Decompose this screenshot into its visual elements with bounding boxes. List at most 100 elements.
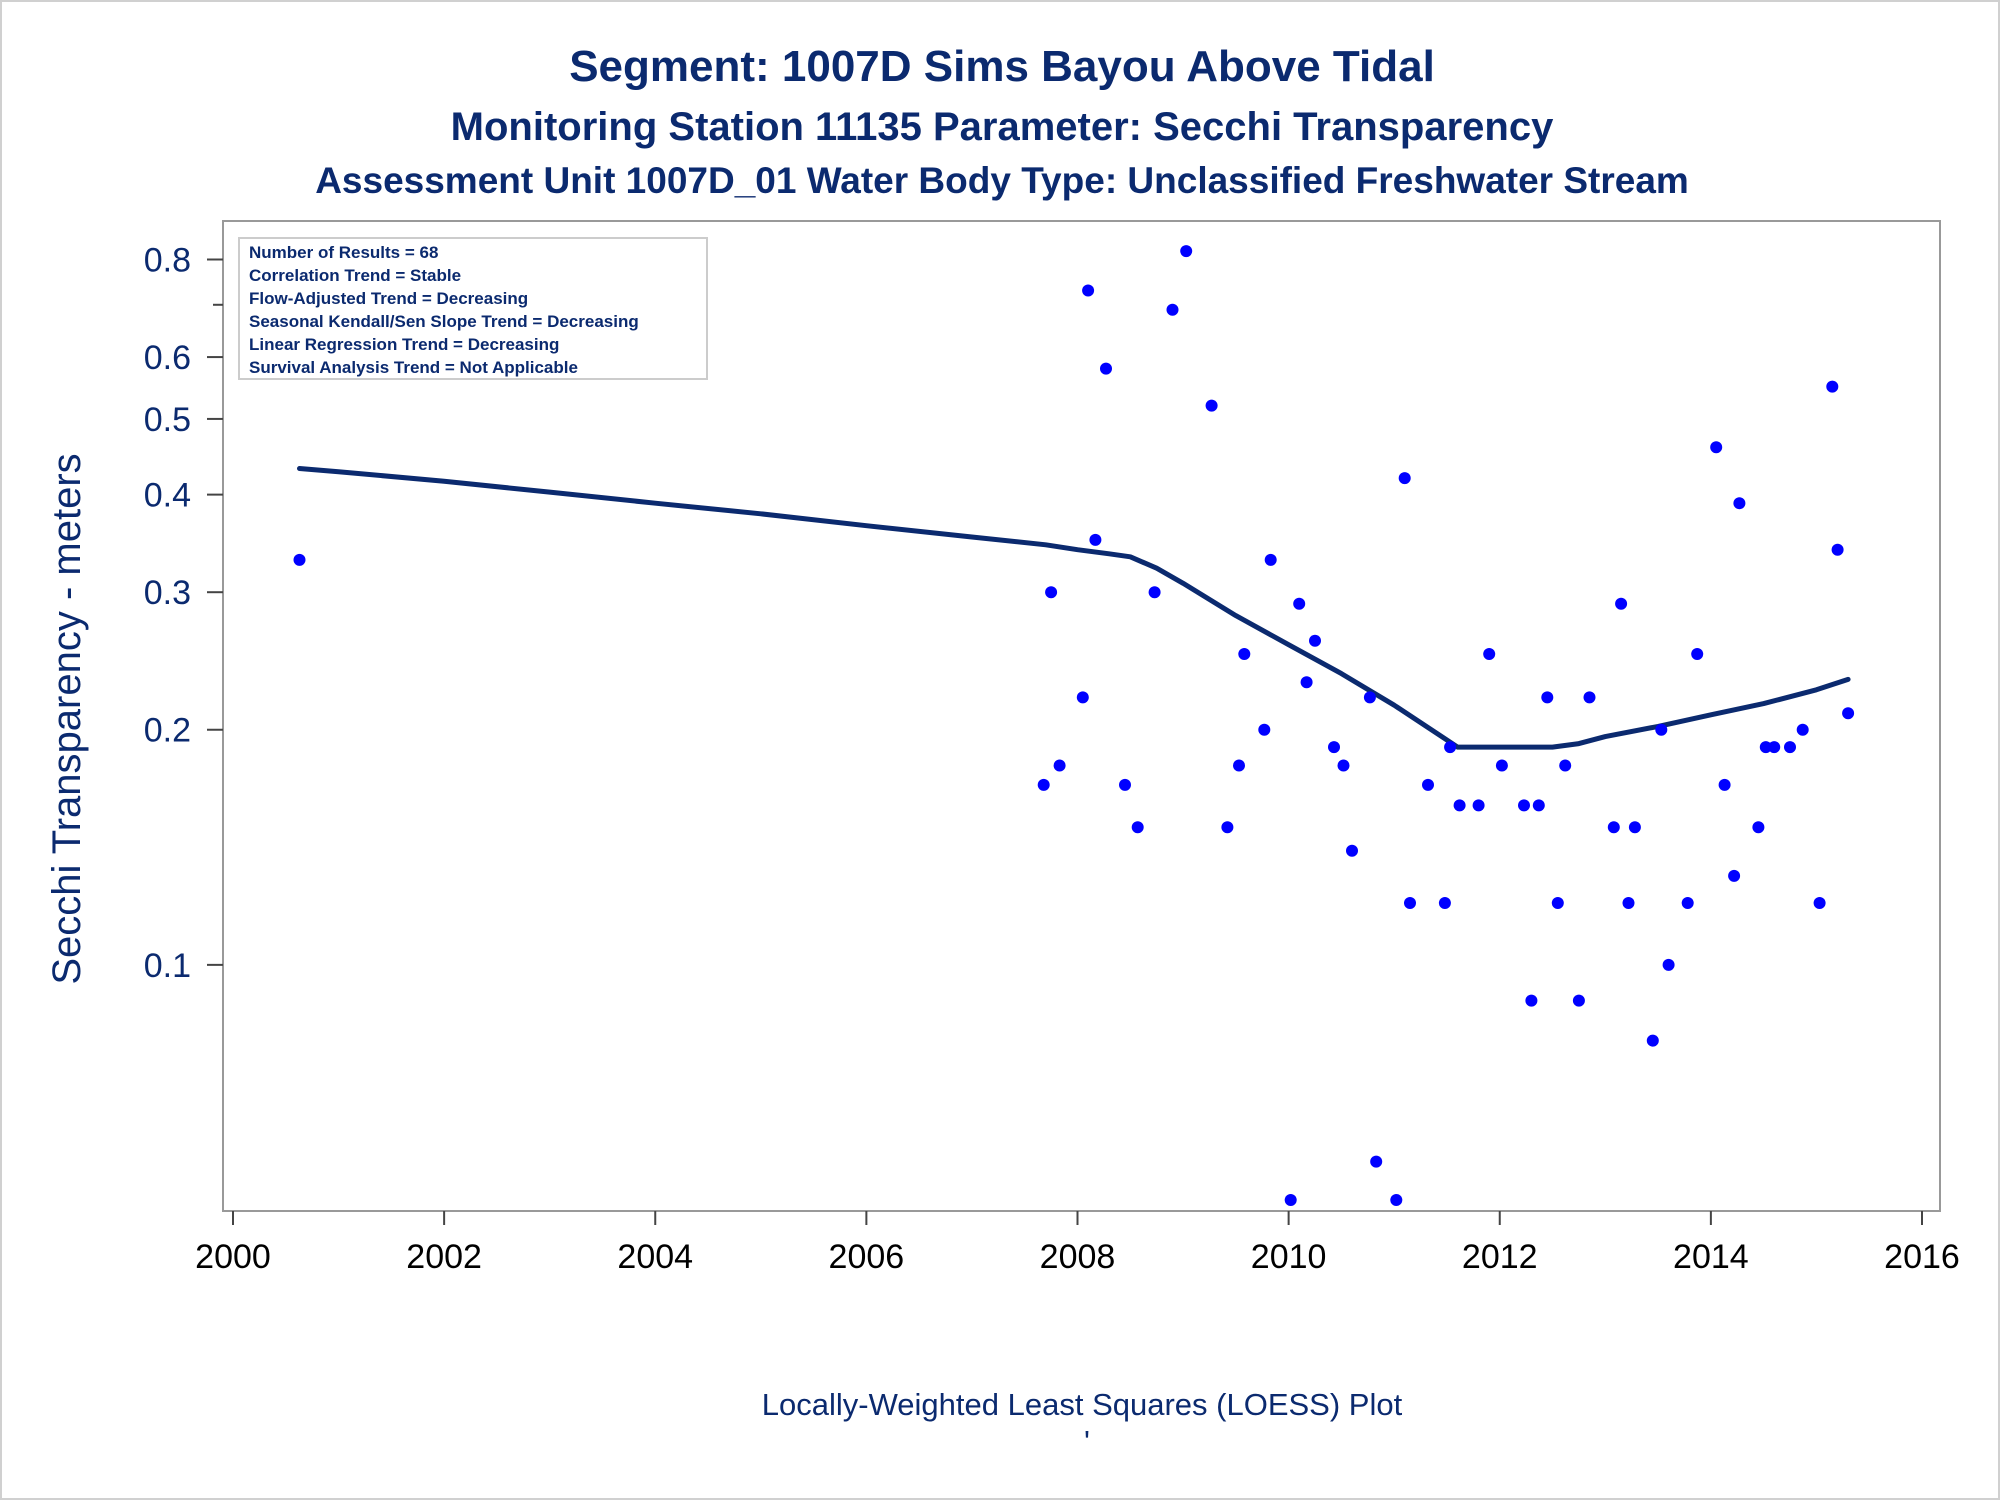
- x-tick-label: 2016: [1884, 1238, 1960, 1276]
- data-point: [1532, 799, 1545, 812]
- data-point: [1346, 844, 1358, 857]
- x-tick-label: 2004: [617, 1238, 693, 1276]
- data-point: [1646, 1034, 1659, 1047]
- data-point: [1796, 723, 1809, 736]
- data-point: [1258, 723, 1271, 736]
- data-point: [1728, 869, 1741, 882]
- x-tick-label: 2012: [1462, 1238, 1538, 1276]
- data-point: [1309, 634, 1321, 647]
- stats-line-linear-regression: Linear Regression Trend = Decreasing: [249, 335, 559, 354]
- data-point: [1037, 778, 1050, 791]
- data-point: [1628, 821, 1641, 834]
- data-point: [1472, 799, 1485, 812]
- data-point: [1813, 897, 1826, 909]
- data-point: [1583, 691, 1596, 704]
- data-point: [1525, 994, 1538, 1007]
- data-point: [1422, 778, 1434, 791]
- data-point: [1559, 759, 1572, 772]
- stats-box-border: [238, 237, 708, 380]
- data-point: [1495, 759, 1508, 772]
- data-point: [1710, 441, 1723, 454]
- y-tick-label: 0.6: [144, 339, 191, 377]
- data-point: [1551, 897, 1564, 909]
- data-point: [1541, 691, 1554, 704]
- data-point: [1453, 799, 1466, 812]
- y-axis-label: Secchi Transparency - meters: [45, 453, 89, 984]
- data-point: [1363, 691, 1376, 704]
- data-point: [1662, 958, 1675, 971]
- y-tick-label: 0.1: [144, 947, 191, 985]
- stats-line-flow-adjusted: Flow-Adjusted Trend = Decreasing: [249, 289, 528, 308]
- data-point: [1089, 533, 1102, 546]
- data-point: [1076, 691, 1089, 704]
- data-point: [1655, 723, 1668, 736]
- data-point: [1826, 380, 1839, 393]
- data-point: [1752, 821, 1765, 834]
- plot-area: 0.1 0.2 0.3 0.4 0.5 0.6 0.8 2000 2002 2004 2006 200…: [144, 220, 1960, 1276]
- data-point: [1607, 821, 1620, 834]
- data-point: [1398, 472, 1411, 485]
- data-point: [1221, 821, 1234, 834]
- data-point: [1768, 741, 1781, 754]
- stats-box: Number of Results = 68 Correlation Trend…: [238, 237, 708, 380]
- stats-line-results: Number of Results = 68: [249, 243, 438, 262]
- y-tick-label: 0.3: [144, 574, 191, 612]
- x-tick-label: 2008: [1040, 1238, 1116, 1276]
- chart-title: Segment: 1007D Sims Bayou Above Tidal: [569, 42, 1435, 91]
- y-tick-label: 0.2: [144, 712, 191, 750]
- data-point: [1300, 676, 1313, 689]
- data-point: [1100, 362, 1112, 375]
- data-point: [1328, 741, 1340, 754]
- x-tick-label: 2014: [1673, 1238, 1749, 1276]
- data-point: [1842, 707, 1855, 720]
- data-point: [1572, 994, 1585, 1007]
- stats-line-seasonal-kendall: Seasonal Kendall/Sen Slope Trend = Decre…: [249, 312, 639, 331]
- data-point: [1681, 897, 1694, 909]
- x-tick-label: 2002: [406, 1238, 482, 1276]
- y-tick-label: 0.4: [144, 477, 191, 515]
- data-point: [1180, 245, 1193, 258]
- data-point: [1615, 597, 1628, 610]
- data-point: [1284, 1194, 1297, 1206]
- data-point: [1438, 897, 1451, 909]
- data-point: [1205, 399, 1218, 412]
- data-point: [1518, 799, 1530, 812]
- data-point: [1784, 741, 1796, 754]
- loess-line: [297, 466, 1851, 750]
- data-point: [1119, 778, 1131, 791]
- y-tick-label: 0.5: [144, 401, 191, 439]
- data-point: [1691, 648, 1704, 660]
- stats-line-correlation: Correlation Trend = Stable: [249, 266, 461, 285]
- chart-subtitle-2: Assessment Unit 1007D_01 Water Body Type…: [315, 160, 1689, 201]
- data-point: [293, 553, 306, 566]
- y-tick-label: 0.8: [144, 241, 191, 279]
- data-point: [1370, 1155, 1383, 1168]
- data-point: [1759, 741, 1772, 754]
- data-point: [1233, 759, 1245, 772]
- chart-subtitle: Monitoring Station 11135 Parameter: Secc…: [451, 105, 1554, 149]
- data-point: [1053, 759, 1066, 772]
- data-point: [1293, 597, 1306, 610]
- data-point: [1444, 741, 1457, 754]
- data-point: [1337, 759, 1350, 772]
- stats-line-survival: Survival Analysis Trend = Not Applicable: [249, 358, 578, 377]
- data-point: [1131, 821, 1144, 834]
- data-point: [1166, 303, 1179, 316]
- footnote: Locally-Weighted Least Squares (LOESS) P…: [762, 1387, 1403, 1422]
- data-point: [1831, 543, 1844, 556]
- data-point: [1483, 648, 1496, 660]
- x-tick-label: 2010: [1251, 1238, 1327, 1276]
- data-point: [1718, 778, 1731, 791]
- data-point: [1404, 897, 1416, 909]
- plot-frame: [222, 220, 1941, 1212]
- data-point: [1148, 586, 1161, 599]
- data-point: [1733, 497, 1746, 510]
- footnote-mark: ': [1084, 1424, 1090, 1459]
- data-point: [1238, 648, 1251, 660]
- x-tick-label: 2000: [195, 1238, 271, 1276]
- data-point: [1264, 553, 1277, 566]
- data-point: [1045, 586, 1058, 599]
- data-point: [1390, 1194, 1403, 1206]
